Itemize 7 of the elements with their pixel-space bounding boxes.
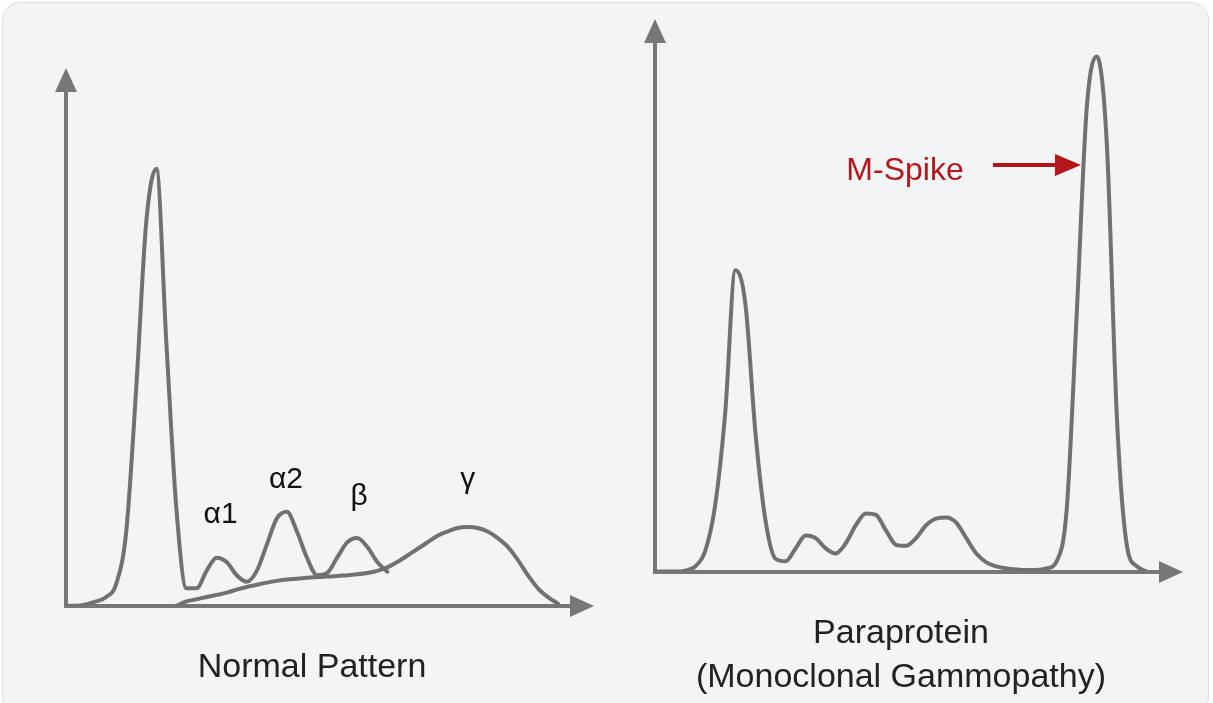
text: Normal Pattern (197, 646, 427, 685)
annotation: β (350, 478, 368, 512)
annotation: α1 (203, 495, 238, 529)
annotation: M-Spike (846, 151, 964, 188)
text: Paraprotein (Monoclonal Gammopathy) (695, 612, 1107, 695)
annotation: γ (460, 460, 476, 494)
annotation: α2 (268, 460, 303, 494)
